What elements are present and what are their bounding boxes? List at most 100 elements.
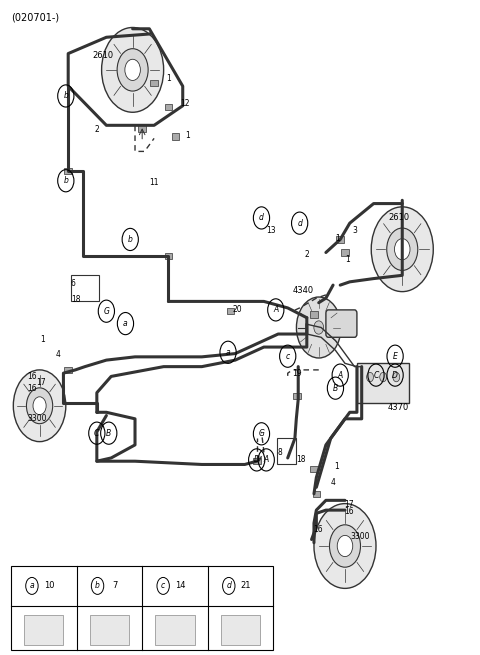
Text: 13: 13	[266, 227, 276, 235]
Text: 3: 3	[352, 227, 357, 235]
Circle shape	[125, 59, 140, 81]
Text: D: D	[254, 455, 260, 464]
Circle shape	[371, 207, 433, 291]
Text: 6: 6	[71, 278, 75, 288]
Text: (020701-): (020701-)	[11, 12, 59, 23]
Circle shape	[367, 373, 373, 382]
Text: ▣: ▣	[38, 625, 49, 635]
Circle shape	[314, 504, 376, 588]
Text: 2610: 2610	[388, 214, 409, 223]
Text: 16: 16	[28, 372, 37, 381]
Bar	[165, 104, 172, 110]
Text: 10: 10	[44, 582, 54, 590]
Text: a: a	[123, 319, 128, 328]
Text: A: A	[264, 455, 269, 464]
Text: 1: 1	[166, 74, 171, 83]
Bar	[312, 491, 320, 497]
Bar	[150, 80, 158, 86]
Text: 2: 2	[304, 250, 309, 259]
Circle shape	[102, 28, 164, 112]
Text: C: C	[373, 371, 379, 380]
Text: 1: 1	[336, 234, 340, 242]
Circle shape	[117, 48, 148, 91]
Text: 4370: 4370	[388, 403, 409, 411]
Circle shape	[393, 373, 400, 382]
Text: 20: 20	[233, 305, 242, 314]
Text: 12: 12	[180, 99, 190, 107]
Text: 4340: 4340	[292, 286, 313, 295]
Text: ▣: ▣	[170, 625, 180, 635]
Bar	[138, 126, 146, 132]
Text: B: B	[333, 384, 338, 392]
Bar	[336, 236, 344, 242]
Text: 1: 1	[185, 131, 190, 140]
Text: E: E	[393, 352, 397, 361]
Text: B: B	[106, 428, 111, 438]
Circle shape	[329, 525, 360, 567]
Text: 16: 16	[313, 525, 323, 534]
Text: 16: 16	[344, 507, 354, 516]
Text: d: d	[259, 214, 264, 223]
Text: 7: 7	[112, 582, 117, 590]
Circle shape	[13, 370, 66, 441]
Bar	[253, 458, 261, 464]
Text: 3300: 3300	[351, 532, 370, 541]
Bar	[341, 250, 349, 255]
Text: a: a	[226, 348, 230, 357]
Bar	[221, 615, 260, 645]
Text: 14: 14	[175, 582, 185, 590]
Text: 11: 11	[149, 178, 159, 187]
Text: 18: 18	[72, 295, 81, 304]
Bar	[11, 565, 274, 650]
Text: b: b	[95, 582, 100, 590]
Bar	[165, 253, 172, 259]
Circle shape	[33, 397, 46, 415]
Text: G: G	[259, 429, 264, 438]
Bar	[156, 615, 195, 645]
Text: 2: 2	[95, 125, 99, 134]
Text: C: C	[94, 428, 99, 438]
Text: b: b	[128, 235, 132, 244]
Circle shape	[26, 388, 53, 424]
Circle shape	[337, 535, 353, 557]
Text: d: d	[227, 582, 231, 590]
Bar	[64, 168, 72, 174]
Circle shape	[314, 321, 324, 334]
Bar	[71, 275, 99, 301]
Bar	[310, 466, 318, 472]
Bar	[357, 364, 409, 403]
Bar	[90, 615, 129, 645]
Text: 1: 1	[345, 255, 350, 263]
FancyBboxPatch shape	[326, 310, 357, 337]
Bar	[64, 367, 72, 373]
Text: A: A	[337, 371, 343, 380]
Bar	[24, 615, 63, 645]
Text: D: D	[392, 371, 398, 380]
Text: 16: 16	[28, 384, 37, 393]
Text: 8: 8	[278, 448, 282, 457]
Text: 1: 1	[40, 335, 45, 344]
Text: ▣: ▣	[104, 625, 115, 635]
Text: b: b	[63, 92, 68, 100]
Circle shape	[387, 228, 418, 271]
Text: c: c	[286, 352, 290, 361]
Text: 19: 19	[292, 369, 302, 378]
Text: ▣: ▣	[235, 625, 246, 635]
Text: A: A	[273, 305, 278, 314]
Text: 21: 21	[240, 582, 251, 590]
Text: 18: 18	[296, 455, 305, 464]
Text: 4: 4	[55, 350, 60, 360]
Circle shape	[395, 238, 410, 260]
Text: 17: 17	[36, 379, 46, 388]
Text: 17: 17	[344, 500, 354, 510]
Bar	[293, 393, 301, 399]
Text: c: c	[161, 582, 165, 590]
Bar	[310, 311, 318, 318]
Bar	[172, 133, 180, 140]
Text: 3300: 3300	[28, 415, 47, 423]
Text: 2610: 2610	[92, 51, 113, 60]
Text: b: b	[63, 176, 68, 185]
Circle shape	[297, 297, 341, 358]
Text: 1: 1	[334, 462, 339, 471]
Bar	[277, 438, 296, 464]
